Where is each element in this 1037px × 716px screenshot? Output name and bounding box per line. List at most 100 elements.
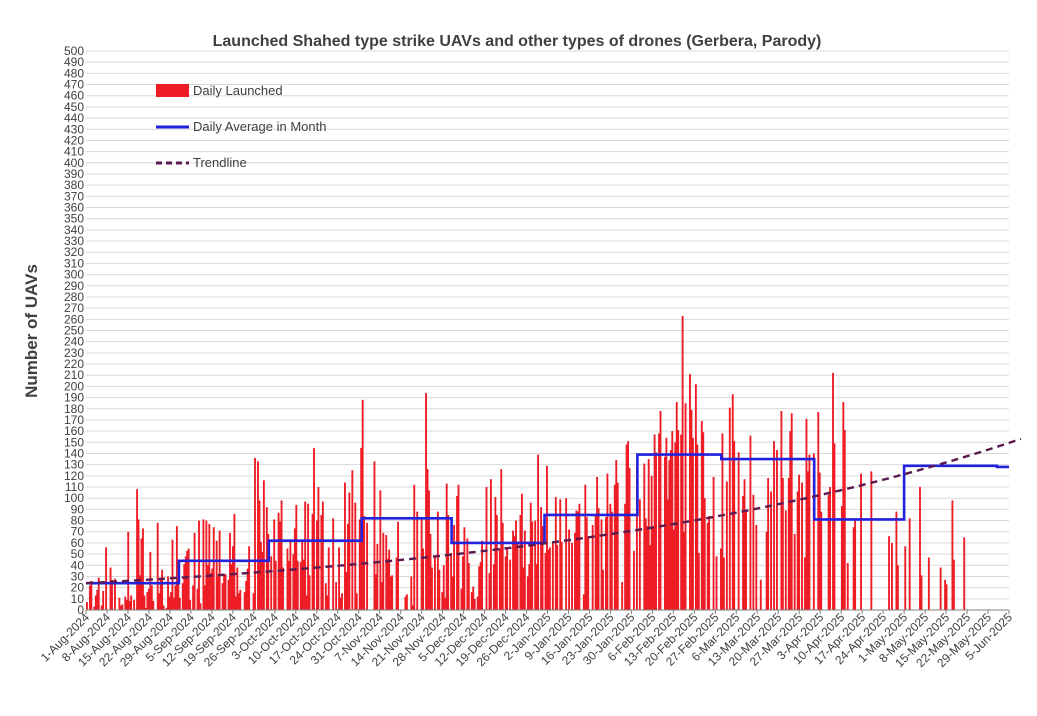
bar [904,546,907,610]
bar [722,557,725,610]
bar [274,560,277,610]
bar [805,418,808,610]
bar [374,574,377,610]
bar [531,521,534,610]
bar [638,499,641,610]
bar [245,580,248,610]
bar [301,541,304,610]
bar [773,441,775,610]
y-tick-label: 380 [64,178,84,192]
y-tick-label: 500 [64,44,84,58]
bar [162,605,165,610]
bar [605,517,607,610]
bar [576,511,579,610]
bar [299,561,302,610]
y-tick-label: 340 [64,223,84,237]
bar [919,487,921,610]
bar [540,507,543,610]
y-tick-label: 140 [64,446,84,460]
bar [488,573,491,610]
y-tick-label: 360 [64,201,84,215]
y-axis-label: Number of UAVs [22,264,41,398]
bar [308,575,311,610]
bar [516,542,519,610]
y-tick-label: 220 [64,357,84,371]
bar [140,538,143,610]
bar [512,530,514,610]
bar [217,576,220,610]
bar [712,476,715,610]
bar [672,529,675,610]
monthly-average-path [86,453,1009,585]
y-tick-label: 430 [64,122,84,136]
bar [526,576,529,610]
bar [842,402,845,610]
bar [450,552,453,610]
bar [161,569,164,610]
bar [489,479,492,610]
bar [208,523,211,610]
bar [742,495,745,610]
bar [205,520,208,610]
bar [156,522,159,610]
bar [485,487,488,610]
y-tick-label: 400 [64,156,84,170]
bar [286,548,289,610]
bar [373,461,376,610]
y-tick-label: 280 [64,290,84,304]
y-tick-label: 240 [64,335,84,349]
bar [463,527,466,610]
bar [339,597,342,610]
bar [97,577,100,610]
bar [193,532,196,610]
bar [221,583,224,610]
y-tick-label: 450 [64,100,84,114]
monthly-average-line [86,453,1009,585]
bar [198,520,200,610]
bar [311,513,314,610]
bar [376,544,379,610]
bar [292,554,295,610]
bar [119,605,122,610]
bar [355,593,358,610]
bar [147,588,150,610]
bar [321,501,324,610]
bar [597,508,600,610]
bar [528,564,531,610]
bar [391,575,394,610]
bar [627,441,629,610]
bar [143,595,146,610]
bar [551,542,554,610]
y-axis-ticks: 0102030405060708090100110120130140150160… [64,44,84,617]
y-tick-label: 440 [64,111,84,125]
bar [697,552,700,610]
bar [537,454,540,610]
y-tick-label: 90 [71,502,85,516]
y-tick-label: 470 [64,78,84,92]
bar [142,528,144,610]
bar [691,437,694,610]
bar [554,497,557,610]
bar [149,551,152,610]
bar [963,537,966,610]
trendline [85,437,1022,585]
legend-swatch-daily-launched [156,84,189,97]
bar [481,540,484,610]
bar [749,435,752,610]
y-tick-label: 410 [64,145,84,159]
bar [461,556,464,610]
bar [223,574,225,610]
y-tick-label: 170 [64,413,84,427]
bar [397,521,399,610]
bar [659,410,662,610]
bar [476,596,479,610]
bar [248,546,251,610]
bar [767,478,770,610]
bar [891,542,893,610]
bar [150,585,153,610]
bar [111,579,113,610]
bar [470,592,473,610]
bar [680,434,683,610]
bar [229,532,231,610]
y-tick-label: 290 [64,279,84,293]
